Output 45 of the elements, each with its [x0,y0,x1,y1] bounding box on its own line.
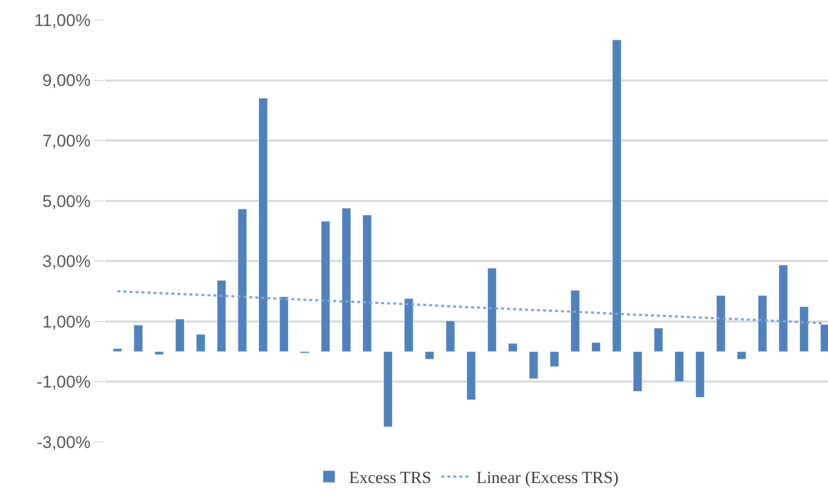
bar [508,343,518,352]
bar [175,318,185,352]
legend-label: Excess TRS [349,468,432,488]
y-tick-label: 5,00% [42,192,91,211]
y-tick-label: 9,00% [42,71,91,90]
bar [550,351,560,367]
bar [799,306,809,352]
y-tick-label: 7,00% [42,132,91,151]
bar [134,324,143,352]
bar [758,295,768,352]
y-tick-label: 11,00% [34,10,91,30]
bar [591,342,601,352]
bar [320,221,330,352]
bar [466,351,476,400]
line-series [116,290,826,324]
bar [654,328,664,352]
bar [342,208,351,352]
bar [196,334,206,352]
bar [238,208,247,352]
bar [112,348,122,352]
bar [154,351,164,355]
y-tick-label: -1,00% [36,372,91,392]
bar [216,280,226,352]
bar [383,351,393,428]
bar [674,351,684,382]
y-tick-label: 3,00% [42,252,91,272]
bar [258,98,268,352]
y-tick-label: 1,00% [42,312,91,332]
bar [404,298,414,352]
bar [695,351,705,398]
y-tick-label: -3,00% [36,432,91,452]
bar [362,214,372,352]
bar [446,320,455,352]
bar [424,351,434,360]
bar [487,268,497,352]
bar [633,351,642,392]
bar [279,296,289,352]
bar [612,40,622,352]
bar [570,290,580,352]
bar [778,264,788,352]
bar [737,351,746,360]
bar [820,324,828,352]
legend-label: Linear (Excess TRS) [476,468,619,488]
bar [716,295,726,352]
bar [528,351,538,379]
